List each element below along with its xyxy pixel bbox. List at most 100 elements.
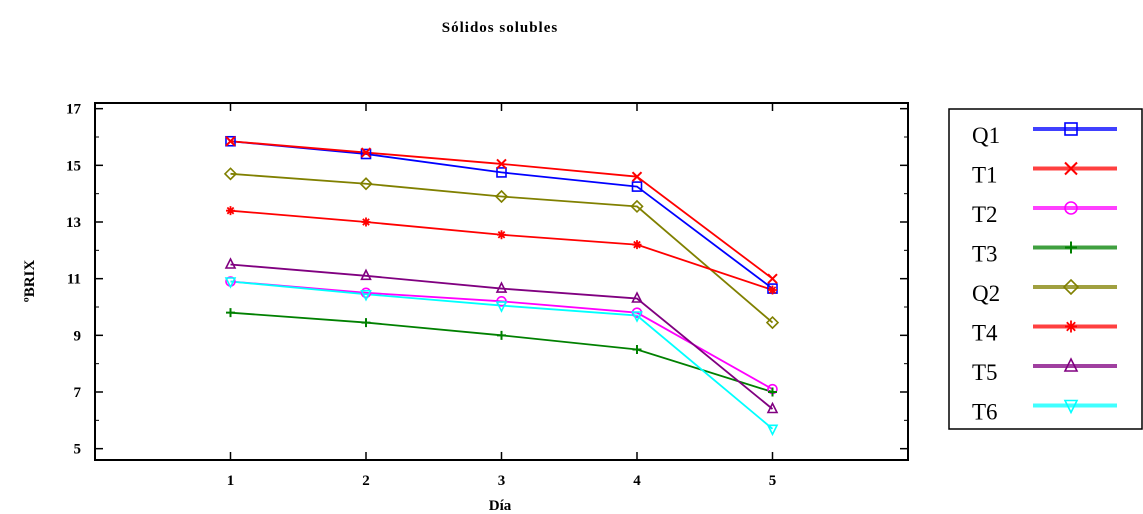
chart-title: Sólidos solubles <box>442 20 558 36</box>
legend-swatch-marker <box>1063 357 1079 372</box>
series-markers-q2 <box>223 167 780 330</box>
axes: 5 7 9 11 13 15 17 1 2 3 4 5 <box>66 102 908 489</box>
series-line-t6 <box>230 280 774 430</box>
legend-swatch-marker <box>1064 201 1078 215</box>
x-tick-label: 4 <box>633 473 641 489</box>
marker-x <box>767 273 778 284</box>
series-markers-t6 <box>224 277 779 437</box>
legend-label: T5 <box>972 360 998 385</box>
marker-x <box>496 158 507 170</box>
marker-x <box>225 136 236 147</box>
series-markers <box>223 135 780 437</box>
marker-square <box>1064 122 1078 136</box>
legend-swatch-marker <box>1065 241 1077 254</box>
legend-label: T6 <box>972 400 998 425</box>
marker-plus <box>768 387 777 397</box>
y-tick-label: 9 <box>74 328 82 344</box>
series-line-q1 <box>230 140 774 290</box>
legend-swatch-marker <box>1065 320 1077 333</box>
legend-box <box>948 108 1143 430</box>
marker-square <box>631 181 643 192</box>
y-tick-label: 13 <box>66 215 81 231</box>
legend-swatch-marker <box>1064 161 1078 176</box>
y-tick-label: 11 <box>67 272 81 288</box>
marker-star <box>226 206 235 216</box>
marker-triangle <box>1063 357 1079 372</box>
series-lines <box>230 140 774 430</box>
marker-star <box>768 285 777 295</box>
series-line-t4 <box>230 209 773 291</box>
marker-diamond <box>765 315 780 330</box>
marker-triangle <box>360 268 372 281</box>
marker-plus <box>497 330 506 340</box>
legend-swatch-marker <box>1063 399 1079 415</box>
marker-x <box>360 147 372 158</box>
series-markers-t1 <box>225 136 778 284</box>
legend-item-q1: Q1 <box>972 122 1117 148</box>
series-markers-t3 <box>226 308 777 397</box>
marker-triangle-down <box>1063 399 1079 415</box>
legend-label: Q1 <box>972 123 1000 148</box>
marker-star <box>632 240 642 250</box>
marker-square <box>496 167 507 178</box>
legend-item-t3: T3 <box>972 241 1117 267</box>
marker-star <box>497 230 506 240</box>
legend-label: T2 <box>972 202 998 227</box>
series-line-t3 <box>230 311 773 393</box>
legend-item-t5: T5 <box>972 357 1117 385</box>
marker-x <box>1064 161 1078 176</box>
legend-label: Q2 <box>972 281 1000 306</box>
legend-item-t4: T4 <box>972 320 1117 346</box>
series-line-q2 <box>230 172 774 324</box>
marker-x <box>631 171 643 182</box>
legend: Q1 T1 T2 T3 Q2 T4 T5 T6 <box>948 108 1143 430</box>
legend-item-t2: T2 <box>972 201 1117 227</box>
legend-item-t6: T6 <box>972 400 1117 425</box>
legend-label: T3 <box>972 242 998 267</box>
marker-plus <box>361 318 371 328</box>
series-markers-t5 <box>224 257 779 414</box>
marker-plus <box>1065 241 1077 254</box>
marker-triangle-down <box>360 289 372 302</box>
marker-triangle-down <box>631 311 643 323</box>
y-tick-label: 5 <box>74 442 82 458</box>
series-markers-t4 <box>226 206 777 295</box>
y-tick-label: 7 <box>74 385 82 401</box>
marker-diamond <box>359 177 373 191</box>
marker-triangle <box>495 281 508 293</box>
y-tick-label: 15 <box>66 158 81 174</box>
marker-star <box>1065 320 1077 333</box>
marker-triangle <box>766 401 779 414</box>
x-tick-label: 2 <box>362 473 370 489</box>
y-axis-label: ºBRIX <box>22 260 38 303</box>
marker-plus <box>226 308 235 318</box>
marker-star <box>361 217 371 227</box>
marker-triangle-down <box>224 277 237 289</box>
marker-triangle-down <box>766 424 779 437</box>
marker-circle <box>1064 201 1078 215</box>
y-tick-label: 17 <box>66 102 82 118</box>
x-tick-label: 1 <box>227 473 235 489</box>
series-line-t1 <box>230 140 774 280</box>
marker-diamond <box>1062 278 1080 296</box>
marker-triangle-down <box>495 301 508 313</box>
marker-square <box>225 135 236 147</box>
marker-square <box>360 148 372 160</box>
marker-triangle <box>224 257 237 269</box>
marker-circle <box>360 287 372 299</box>
x-tick-label: 3 <box>498 473 506 489</box>
marker-diamond <box>630 199 644 214</box>
x-tick-label: 5 <box>769 473 777 489</box>
legend-item-q2: Q2 <box>972 278 1117 306</box>
legend-label: T1 <box>972 163 998 188</box>
marker-triangle <box>631 291 643 303</box>
marker-diamond <box>223 167 238 181</box>
marker-plus <box>632 345 642 354</box>
series-line-t5 <box>230 263 774 410</box>
legend-item-t1: T1 <box>972 161 1117 188</box>
series-markers-q1 <box>225 135 778 294</box>
legend-label: T4 <box>972 321 998 346</box>
x-axis-label: Día <box>489 498 512 514</box>
marker-diamond <box>494 189 509 204</box>
